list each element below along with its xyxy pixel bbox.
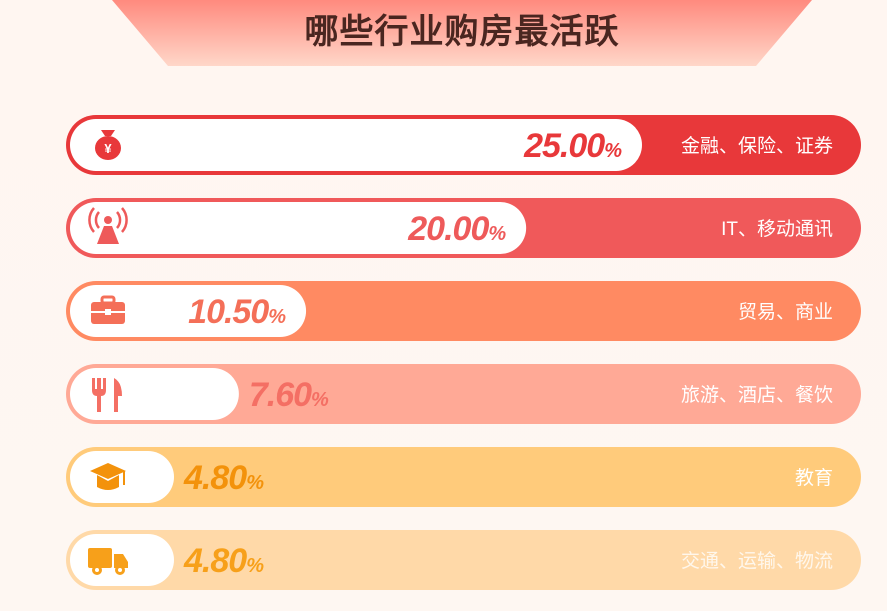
bar-row: 4.80% 教育 — [66, 447, 861, 507]
fork-knife-icon — [92, 378, 122, 412]
graduation-cap-icon — [90, 463, 126, 490]
value-number: 20.00 — [407, 210, 489, 248]
value-label: 20.00% — [407, 210, 506, 248]
value-number: 4.80 — [183, 459, 247, 497]
value-number: 10.50 — [188, 293, 269, 331]
value-unit: % — [604, 140, 622, 162]
category-label: IT、移动通讯 — [721, 218, 833, 240]
bar-row: 10.50% 贸易、商业 — [66, 281, 861, 341]
value-label: 4.80% — [183, 542, 264, 580]
value-label: 25.00% — [523, 127, 622, 165]
bar-row: 7.60% 旅游、酒店、餐饮 — [66, 364, 861, 424]
category-label: 旅游、酒店、餐饮 — [681, 384, 833, 406]
value-label: 7.60% — [249, 376, 329, 414]
briefcase-icon — [91, 295, 125, 324]
category-label: 交通、运输、物流 — [681, 550, 833, 572]
signal-tower-icon — [88, 207, 128, 244]
bar-track — [66, 530, 861, 590]
bar-track — [66, 364, 861, 424]
bar-value-pill — [70, 368, 239, 420]
value-label: 4.80% — [183, 459, 264, 497]
chart-title: 哪些行业购房最活跃 — [304, 13, 620, 51]
truck-icon — [88, 548, 128, 575]
money-bag-icon: ¥ — [95, 130, 121, 160]
bar-row: 4.80% 交通、运输、物流 — [66, 530, 861, 590]
value-number: 7.60 — [249, 376, 312, 414]
bar-value-pill — [70, 285, 307, 337]
value-unit: % — [311, 389, 329, 411]
value-unit: % — [268, 306, 286, 328]
value-unit: % — [488, 223, 506, 245]
bar-value-pill — [70, 119, 642, 171]
value-number: 25.00 — [523, 127, 605, 165]
title-banner — [112, 0, 812, 66]
svg-text:¥: ¥ — [104, 141, 112, 156]
bar-row: ¥25.00% 金融、保险、证券 — [66, 115, 861, 175]
value-unit: % — [246, 472, 264, 494]
value-label: 10.50% — [188, 293, 286, 331]
bar-value-pill — [70, 451, 174, 503]
value-unit: % — [246, 555, 264, 577]
bar-row: 20.00% IT、移动通讯 — [66, 198, 861, 258]
value-number: 4.80 — [183, 542, 247, 580]
category-label: 教育 — [795, 467, 833, 489]
category-label: 贸易、商业 — [738, 301, 833, 323]
bar-value-pill — [70, 202, 527, 254]
bar-track — [66, 447, 861, 507]
category-label: 金融、保险、证券 — [681, 135, 833, 157]
